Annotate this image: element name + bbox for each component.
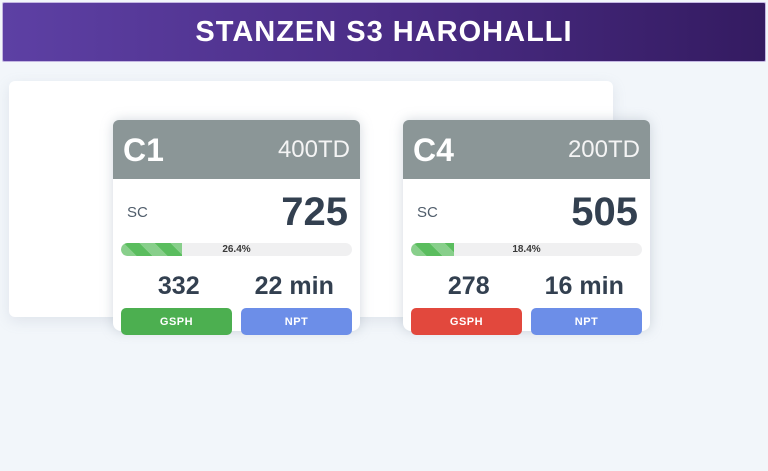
gsph-stat: 332 (121, 274, 237, 299)
sc-value: 505 (571, 190, 638, 234)
npt-stat: 22 min (237, 274, 353, 299)
npt-value: 22 min (254, 272, 334, 300)
gsph-stat: 278 (411, 274, 527, 299)
gsph-button[interactable]: GSPH (121, 308, 232, 335)
machine-card-body: SC 505 18.4% 278 16 min GSPH NPT (403, 179, 650, 349)
machine-capacity: 200TD (567, 135, 640, 163)
sc-label: SC (127, 203, 148, 221)
progress-percentage: 18.4% (512, 244, 541, 255)
buttons-row: GSPH NPT (411, 308, 642, 335)
buttons-row: GSPH NPT (121, 308, 352, 335)
sc-metric-row: SC 725 (121, 191, 352, 233)
progress-percentage: 26.4% (222, 244, 251, 255)
gsph-value: 332 (157, 272, 200, 300)
npt-button[interactable]: NPT (531, 308, 642, 335)
progress-bar: 18.4% (411, 243, 642, 256)
npt-stat: 16 min (527, 274, 643, 299)
machine-card-c4: C4 200TD SC 505 18.4% 278 16 min GSPH (403, 120, 650, 335)
progress-bar: 26.4% (121, 243, 352, 256)
progress-fill (121, 243, 182, 256)
sc-label: SC (417, 203, 438, 221)
title-banner: STANZEN S3 HAROHALLI (2, 2, 766, 62)
machine-id: C1 (123, 131, 164, 168)
stats-row: 278 16 min (411, 274, 642, 299)
machine-card-body: SC 725 26.4% 332 22 min GSPH NPT (113, 179, 360, 349)
npt-button[interactable]: NPT (241, 308, 352, 335)
npt-value: 16 min (544, 272, 624, 300)
stats-row: 332 22 min (121, 274, 352, 299)
machine-card-header: C1 400TD (113, 120, 360, 179)
machine-card-c1: C1 400TD SC 725 26.4% 332 22 min GSPH (113, 120, 360, 335)
machine-id: C4 (413, 131, 454, 168)
machine-card-header: C4 200TD (403, 120, 650, 179)
sc-metric-row: SC 505 (411, 191, 642, 233)
gsph-value: 278 (447, 272, 490, 300)
page-title: STANZEN S3 HAROHALLI (195, 15, 573, 48)
machine-capacity: 400TD (277, 135, 350, 163)
sc-value: 725 (281, 190, 348, 234)
gsph-button[interactable]: GSPH (411, 308, 522, 335)
progress-fill (411, 243, 454, 256)
